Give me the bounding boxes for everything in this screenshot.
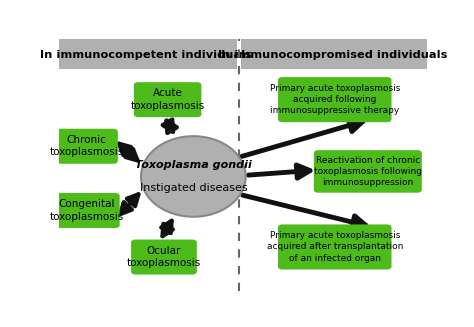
Text: Acute
toxoplasmosis: Acute toxoplasmosis: [130, 89, 205, 111]
FancyBboxPatch shape: [278, 77, 392, 122]
FancyBboxPatch shape: [134, 82, 201, 117]
FancyBboxPatch shape: [278, 224, 392, 269]
Text: Congenital
toxoplasmosis: Congenital toxoplasmosis: [50, 199, 124, 222]
Text: In immunocompetent individuals: In immunocompetent individuals: [40, 50, 252, 60]
Text: Ocular
toxoplasmosis: Ocular toxoplasmosis: [127, 246, 201, 268]
Text: Toxoplasma gondii: Toxoplasma gondii: [135, 160, 252, 170]
FancyBboxPatch shape: [54, 193, 119, 228]
Text: Reactivation of chronic
toxoplasmosis following
immunosuppression: Reactivation of chronic toxoplasmosis fo…: [314, 156, 422, 187]
FancyBboxPatch shape: [314, 150, 422, 193]
FancyBboxPatch shape: [131, 240, 197, 275]
FancyBboxPatch shape: [56, 129, 118, 164]
Bar: [241, 39, 427, 69]
Ellipse shape: [141, 136, 246, 217]
Bar: [59, 39, 237, 69]
Text: In immunocompromised individuals: In immunocompromised individuals: [218, 50, 447, 60]
Text: Chronic
toxoplasmosis: Chronic toxoplasmosis: [50, 135, 124, 158]
Text: Primary acute toxoplasmosis
acquired after transplantation
of an infected organ: Primary acute toxoplasmosis acquired aft…: [266, 232, 403, 263]
Text: Instigated diseases: Instigated diseases: [139, 183, 247, 193]
Text: Primary acute toxoplasmosis
acquired following
immunosuppressive therapy: Primary acute toxoplasmosis acquired fol…: [270, 84, 400, 115]
